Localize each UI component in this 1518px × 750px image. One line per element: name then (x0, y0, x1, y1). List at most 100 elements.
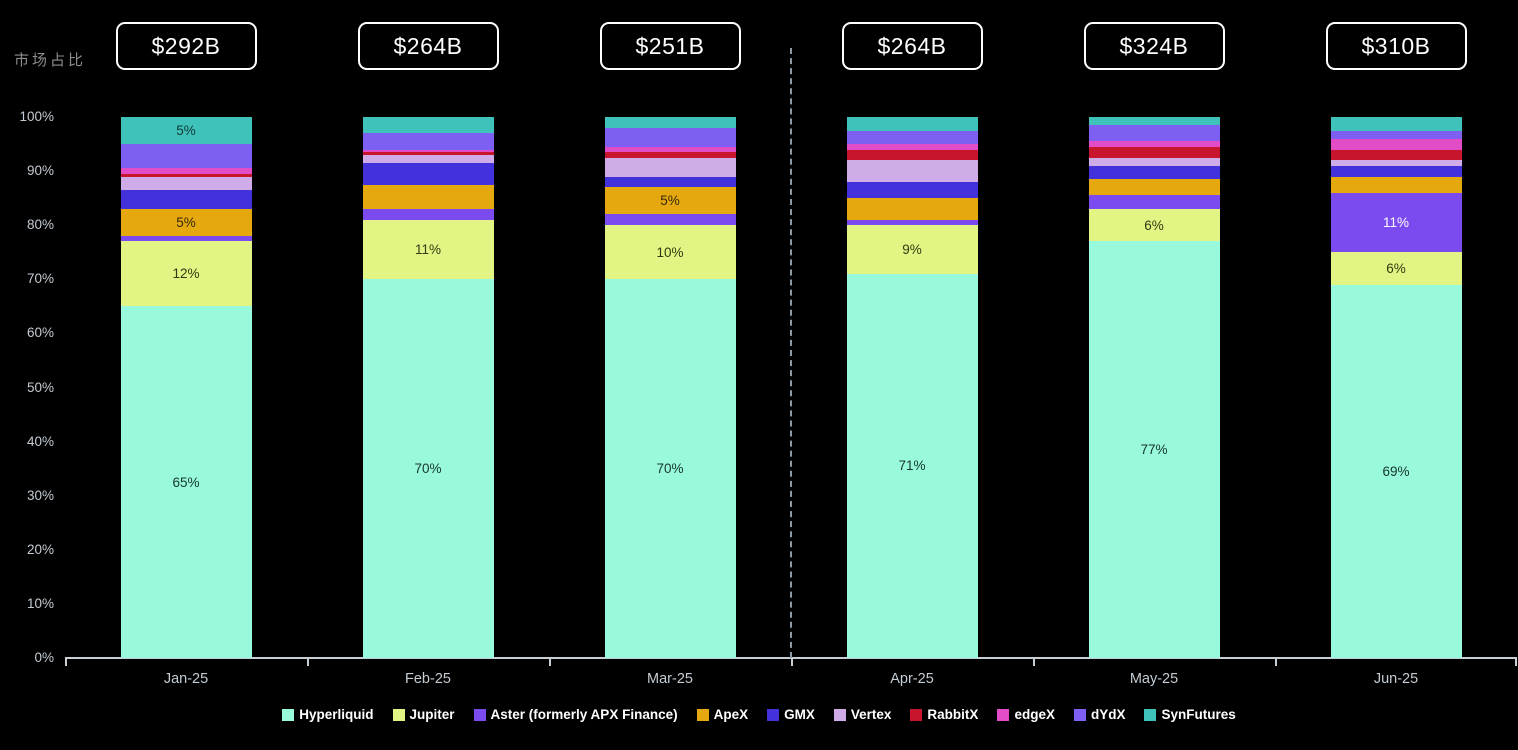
legend-label: edgeX (1014, 707, 1055, 722)
legend-item-ApeX: ApeX (696, 707, 748, 722)
x-tick-label: Jan-25 (163, 671, 209, 687)
segment-value-label: 70% (656, 461, 684, 477)
segment-dYdX (604, 127, 736, 147)
stacked-bar-Jun-25: 69% 6% 11% (1330, 117, 1462, 658)
segment-ApeX (362, 184, 494, 209)
segment-Vertex (1330, 160, 1462, 166)
segment-RabbitX (1088, 146, 1220, 158)
segment-ApeX (1330, 176, 1462, 193)
legend-swatch-icon (833, 708, 846, 721)
total-badge: $292B (115, 22, 257, 70)
legend-swatch-icon (997, 708, 1010, 721)
segment-value-label: 65% (172, 474, 200, 490)
segment-ApeX (1088, 179, 1220, 196)
segment-Aster (formerly APX Finance) (120, 236, 252, 242)
segment-GMX (1330, 165, 1462, 177)
stacked-bar-May-25: 77% 6% (1088, 117, 1220, 658)
segment-SynFutures (604, 117, 736, 128)
stacked-bar-Feb-25: 70% 11% (362, 117, 494, 658)
stacked-bar-Jan-25: 65% 12% 5% 5% (120, 117, 252, 658)
legend-item-dYdX: dYdX (1073, 707, 1126, 722)
segment-SynFutures (1330, 117, 1462, 131)
segment-Jupiter: 6% (1088, 208, 1220, 242)
segment-edgeX (604, 146, 736, 153)
x-tick-label: Feb-25 (405, 671, 451, 687)
x-axis-tick (1033, 659, 1035, 666)
y-tick-label: 60% (26, 325, 54, 341)
segment-value-label: 71% (898, 458, 926, 474)
legend-label: GMX (784, 707, 815, 722)
legend-swatch-icon (1073, 708, 1086, 721)
segment-Hyperliquid: 71% (846, 273, 978, 658)
legend-swatch-icon (473, 708, 486, 721)
segment-SynFutures (1088, 117, 1220, 126)
segment-edgeX (1088, 141, 1220, 147)
y-tick-label: 90% (26, 163, 54, 179)
legend: Hyperliquid Jupiter Aster (formerly APX Fi… (0, 707, 1518, 722)
legend-label: Aster (formerly APX Finance) (490, 707, 678, 722)
segment-value-label: 10% (656, 244, 684, 260)
segment-value-label: 9% (902, 242, 922, 258)
segment-RabbitX (1330, 149, 1462, 161)
total-badge: $251B (599, 22, 741, 70)
segment-RabbitX (604, 152, 736, 158)
legend-item-SynFutures: SynFutures (1144, 707, 1236, 722)
segment-Hyperliquid: 70% (604, 279, 736, 658)
x-tick-label: May-25 (1129, 671, 1179, 687)
segment-Aster (formerly APX Finance) (362, 209, 494, 220)
segment-Jupiter: 10% (604, 225, 736, 280)
segment-value-label: 6% (1144, 217, 1164, 233)
segment-GMX (362, 163, 494, 185)
segment-value-label: 69% (1382, 463, 1410, 479)
y-tick-label: 20% (26, 541, 54, 557)
legend-label: RabbitX (927, 707, 979, 722)
x-axis-tick (307, 659, 309, 666)
legend-item-RabbitX: RabbitX (910, 707, 978, 722)
legend-item-GMX: GMX (767, 707, 815, 722)
segment-Vertex (604, 157, 736, 177)
y-tick-label: 80% (26, 217, 54, 233)
segment-value-label: 11% (1382, 215, 1410, 231)
segment-Aster (formerly APX Finance) (604, 214, 736, 226)
segment-ApeX: 5% (604, 187, 736, 215)
segment-dYdX (362, 133, 494, 150)
total-badge: $310B (1325, 22, 1467, 70)
segment-value-label: 6% (1386, 260, 1406, 276)
total-badge: $324B (1083, 22, 1225, 70)
dashed-divider (790, 48, 792, 658)
segment-edgeX (120, 168, 252, 174)
x-axis-line (65, 657, 1517, 659)
segment-Vertex (846, 160, 978, 182)
y-axis-title: 市场占比 (14, 52, 87, 69)
segment-Hyperliquid: 69% (1330, 284, 1462, 658)
segment-Aster (formerly APX Finance) (1088, 195, 1220, 209)
legend-label: dYdX (1090, 707, 1126, 722)
segment-value-label: 5% (176, 215, 196, 231)
segment-GMX (846, 181, 978, 199)
y-tick-label: 50% (26, 379, 54, 395)
segment-GMX (120, 190, 252, 209)
legend-swatch-icon (1144, 708, 1157, 721)
legend-label: SynFutures (1161, 707, 1236, 722)
segment-Aster (formerly APX Finance): 11% (1330, 192, 1462, 253)
segment-Vertex (120, 176, 252, 191)
y-tick-label: 0% (34, 650, 54, 665)
segment-value-label: 5% (176, 123, 196, 139)
segment-value-label: 5% (660, 193, 680, 209)
segment-Hyperliquid: 77% (1088, 241, 1220, 658)
segment-dYdX (1088, 125, 1220, 142)
legend-label: Jupiter (409, 707, 455, 722)
segment-ApeX (846, 198, 978, 220)
segment-SynFutures: 5% (120, 117, 252, 145)
legend-item-edgeX: edgeX (997, 707, 1055, 722)
segment-GMX (1088, 165, 1220, 180)
segment-Jupiter: 6% (1330, 252, 1462, 285)
segment-edgeX (846, 144, 978, 150)
legend-item-Jupiter: Jupiter (392, 707, 455, 722)
segment-RabbitX (846, 149, 978, 161)
segment-Jupiter: 12% (120, 241, 252, 307)
segment-Hyperliquid: 70% (362, 279, 494, 658)
segment-Vertex (362, 154, 494, 164)
x-tick-label: Jun-25 (1373, 671, 1419, 687)
